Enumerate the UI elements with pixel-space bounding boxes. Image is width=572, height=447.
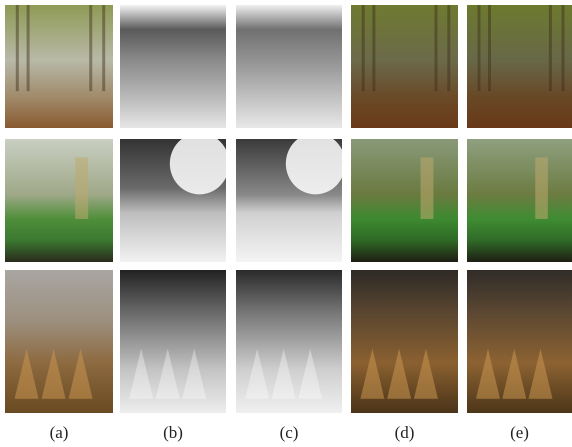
tree-trunk <box>562 5 565 91</box>
tree-trunk <box>16 5 19 91</box>
tree-trunk <box>362 5 365 91</box>
column-label: (c) <box>280 423 299 442</box>
tree-trunk <box>27 5 30 91</box>
depth-highlight <box>286 133 345 195</box>
figure: (a) (b) (c) (d) (e) <box>0 0 572 447</box>
column-label: (d) <box>395 423 415 442</box>
tree-trunk <box>478 5 481 91</box>
column-label: (a) <box>50 423 69 442</box>
column-label: (e) <box>510 423 529 442</box>
building <box>75 157 88 219</box>
tree-trunk <box>434 5 437 91</box>
building <box>535 157 548 219</box>
image-tile <box>351 139 458 262</box>
tree-trunk <box>89 5 92 91</box>
image-tile <box>5 139 113 262</box>
tree-trunk <box>447 5 450 91</box>
image-tile <box>467 5 572 128</box>
image-tile <box>5 5 113 128</box>
tree-trunk <box>549 5 552 91</box>
tree-trunk <box>102 5 105 91</box>
column-label: (b) <box>163 423 183 442</box>
tree-trunk <box>372 5 375 91</box>
building <box>421 157 434 219</box>
image-tile <box>236 5 342 128</box>
image-tile <box>120 5 226 128</box>
page: (a)(b)(c)(d)(e) (() => { const data = JS… <box>0 0 572 447</box>
depth-highlight <box>170 133 229 195</box>
image-tile <box>351 5 458 128</box>
image-tile <box>467 139 572 262</box>
tree-trunk <box>488 5 491 91</box>
